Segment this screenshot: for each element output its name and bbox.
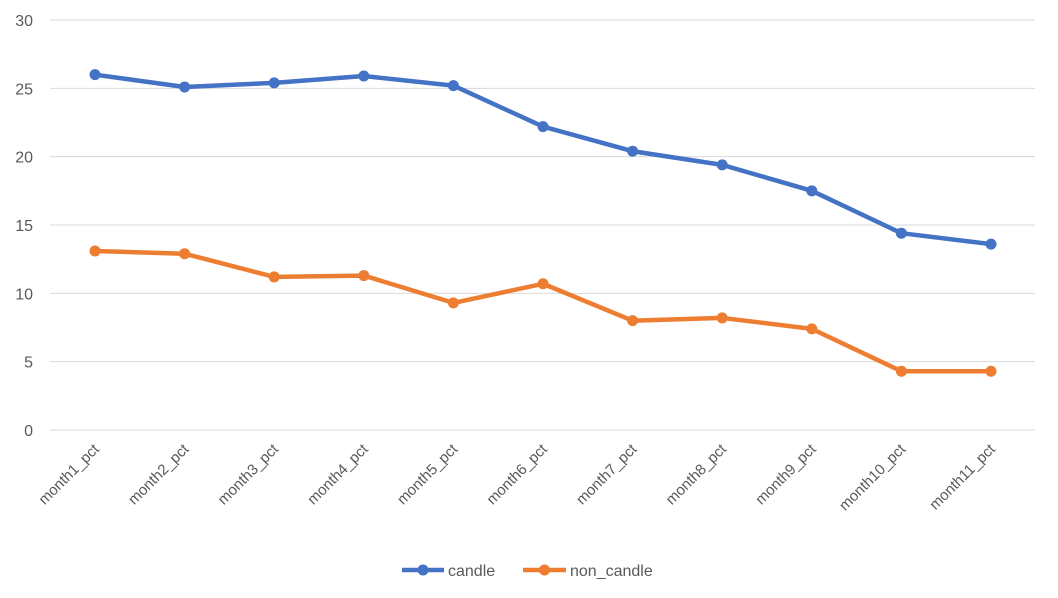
data-point-candle — [179, 81, 191, 93]
x-axis-ticks: month1_pct month2_pct month3_pct month4_pct… — [35, 440, 999, 514]
data-point-non_candle — [627, 315, 639, 327]
data-point-candle — [358, 70, 370, 82]
data-point-non_candle — [537, 278, 549, 290]
data-point-candle — [895, 227, 907, 239]
x-tick-label: month11_pct — [926, 440, 999, 513]
legend-swatch-marker — [539, 564, 550, 576]
series-candle — [89, 69, 997, 250]
data-point-non_candle — [806, 323, 818, 335]
x-tick-label: month4_pct — [304, 440, 372, 508]
x-tick-label: month5_pct — [394, 440, 462, 508]
x-tick-label: month9_pct — [752, 440, 820, 508]
legend-item-non_candle: non_candle — [523, 563, 653, 580]
data-point-candle — [806, 185, 818, 197]
x-tick-label: month2_pct — [125, 440, 193, 508]
legend-label: candle — [448, 563, 495, 580]
legend-swatch-marker — [417, 564, 429, 576]
data-point-non_candle — [179, 248, 191, 260]
data-point-non_candle — [89, 245, 101, 257]
x-tick-label: month7_pct — [573, 440, 641, 508]
series-line-candle — [92, 72, 994, 247]
x-tick-label: month6_pct — [483, 440, 551, 508]
data-point-non_candle — [985, 365, 997, 377]
y-axis-ticks: 0 5 10 15 20 25 30 — [15, 13, 33, 440]
y-tick-label: 15 — [15, 218, 33, 235]
legend-item-candle: candle — [402, 563, 495, 580]
y-tick-label: 30 — [15, 13, 33, 30]
data-point-candle — [716, 159, 728, 171]
legend: candle non_candle — [402, 563, 653, 580]
series-non_candle — [89, 245, 997, 377]
x-tick-label: month8_pct — [663, 440, 731, 508]
x-tick-label: month3_pct — [215, 440, 283, 508]
data-point-candle — [627, 145, 639, 157]
data-point-non_candle — [716, 312, 728, 324]
x-tick-label: month10_pct — [836, 440, 910, 514]
data-point-non_candle — [358, 270, 370, 282]
legend-label: non_candle — [570, 563, 653, 580]
gridlines — [50, 19, 1035, 431]
y-tick-label: 25 — [15, 81, 33, 98]
x-tick-label: month1_pct — [35, 440, 103, 508]
series-lines — [89, 69, 997, 377]
data-point-candle — [89, 69, 101, 81]
data-point-candle — [447, 80, 459, 92]
y-tick-label: 5 — [24, 355, 33, 372]
data-point-candle — [985, 238, 997, 250]
y-tick-label: 20 — [15, 150, 33, 167]
data-point-candle — [537, 121, 549, 133]
y-tick-label: 10 — [15, 286, 33, 303]
data-point-non_candle — [268, 271, 280, 283]
y-tick-label: 0 — [24, 423, 33, 440]
data-point-candle — [268, 77, 280, 89]
data-point-non_candle — [895, 365, 907, 377]
data-point-non_candle — [447, 297, 459, 309]
series-line-non_candle — [92, 248, 994, 374]
